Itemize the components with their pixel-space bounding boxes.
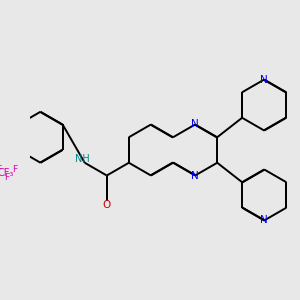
Text: NH: NH	[75, 154, 89, 164]
Text: CF₃: CF₃	[0, 167, 14, 178]
Text: F: F	[12, 164, 17, 173]
Text: F: F	[0, 164, 2, 173]
Text: N: N	[191, 119, 199, 130]
Text: F: F	[4, 173, 9, 182]
Text: O: O	[103, 200, 111, 210]
Text: N: N	[260, 215, 268, 226]
Text: N: N	[260, 74, 268, 85]
Text: N: N	[191, 170, 199, 181]
